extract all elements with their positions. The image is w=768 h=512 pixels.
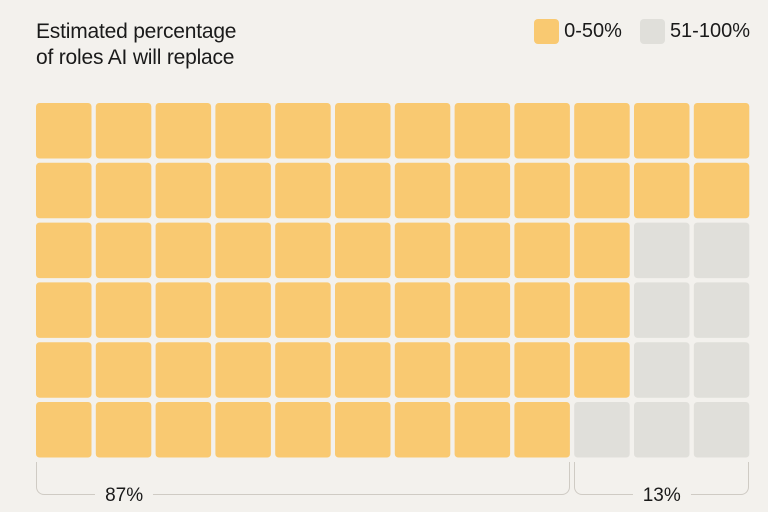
waffle-cell-low-r1c1: [36, 103, 92, 159]
waffle-cell-low-r5c2: [95, 342, 152, 398]
waffle-cell-low-r6c2: [95, 402, 152, 458]
waffle-cell-low-r4c10: [574, 282, 630, 338]
waffle-cell-low-r3c3: [155, 222, 212, 279]
waffle-cell-low-r1c12: [693, 103, 750, 159]
waffle-cell-high-r6c12: [693, 402, 750, 458]
waffle-cell-low-r5c5: [275, 342, 331, 398]
waffle-cell-high-r3c11: [634, 222, 690, 279]
waffle-cell-low-r2c11: [634, 162, 690, 219]
waffle-cell-low-r1c8: [454, 103, 511, 159]
annotation-high-share: 13%: [632, 484, 691, 508]
waffle-cell-low-r3c9: [514, 222, 570, 279]
waffle-cell-low-r5c4: [215, 342, 271, 398]
waffle-cell-low-r1c11: [634, 103, 690, 159]
legend-label-low: 0-50%: [564, 20, 622, 42]
waffle-cell-low-r1c3: [155, 103, 212, 159]
waffle-cell-low-r2c9: [514, 162, 570, 219]
waffle-cell-low-r5c3: [155, 342, 212, 398]
waffle-cell-low-r6c6: [335, 402, 391, 458]
waffle-cell-low-r6c5: [275, 402, 331, 458]
waffle-cell-low-r2c3: [155, 162, 212, 219]
waffle-cell-low-r1c9: [514, 103, 570, 159]
waffle-cell-low-r2c2: [95, 162, 152, 219]
waffle-cell-low-r4c4: [215, 282, 271, 338]
waffle-cell-low-r5c1: [36, 342, 92, 398]
annotation-low-share: 87%: [95, 484, 154, 508]
waffle-cell-low-r1c10: [574, 103, 630, 159]
waffle-cell-low-r1c2: [95, 103, 152, 159]
waffle-cell-low-r6c7: [394, 402, 451, 458]
waffle-cell-low-r2c7: [394, 162, 451, 219]
waffle-cell-high-r4c11: [634, 282, 690, 338]
waffle-cell-low-r3c7: [394, 222, 451, 279]
waffle-cell-low-r5c6: [335, 342, 391, 398]
waffle-cell-low-r3c8: [454, 222, 511, 279]
waffle-cell-low-r4c6: [335, 282, 391, 338]
waffle-cell-low-r5c9: [514, 342, 570, 398]
waffle-cell-low-r3c4: [215, 222, 271, 279]
waffle-cell-low-r2c8: [454, 162, 511, 219]
waffle-cell-low-r1c7: [394, 103, 451, 159]
waffle-cell-low-r4c3: [155, 282, 212, 338]
waffle-cell-low-r5c8: [454, 342, 511, 398]
waffle-cell-low-r4c2: [95, 282, 152, 338]
waffle-cell-low-r3c1: [36, 222, 92, 279]
waffle-cell-high-r6c10: [574, 402, 630, 458]
legend-item-low: 0-50%: [534, 17, 622, 45]
waffle-cell-high-r5c12: [693, 342, 750, 398]
waffle-cell-low-r2c4: [215, 162, 271, 219]
waffle-cell-low-r4c7: [394, 282, 451, 338]
legend-item-high: 51-100%: [639, 17, 750, 45]
waffle-cell-low-r2c10: [574, 162, 630, 219]
legend-swatch-high: [639, 18, 665, 44]
waffle-cell-low-r1c6: [335, 103, 391, 159]
waffle-cell-low-r3c2: [95, 222, 152, 279]
waffle-cell-low-r4c5: [275, 282, 331, 338]
waffle-cell-low-r1c5: [275, 103, 331, 159]
waffle-cell-high-r4c12: [693, 282, 750, 338]
bracket-low: [36, 462, 570, 495]
waffle-cell-low-r2c1: [36, 162, 92, 219]
legend: 0-50% 51-100%: [516, 17, 750, 45]
waffle-cell-low-r3c5: [275, 222, 331, 279]
waffle-cell-low-r4c1: [36, 282, 92, 338]
waffle-cell-low-r4c9: [514, 282, 570, 338]
waffle-cell-low-r3c6: [335, 222, 391, 279]
waffle-cell-low-r3c10: [574, 222, 630, 279]
waffle-cell-low-r6c4: [215, 402, 271, 458]
waffle-cell-low-r5c10: [574, 342, 630, 398]
chart-title: Estimated percentage of roles AI will re…: [36, 20, 237, 69]
waffle-cell-low-r5c7: [394, 342, 451, 398]
legend-swatch-low: [534, 18, 560, 44]
waffle-cell-low-r6c1: [36, 402, 92, 458]
waffle-cell-low-r2c6: [335, 162, 391, 219]
waffle-cell-low-r6c9: [514, 402, 570, 458]
waffle-cell-high-r6c11: [634, 402, 690, 458]
waffle-cell-low-r6c8: [454, 402, 511, 458]
waffle-cell-low-r1c4: [215, 103, 271, 159]
waffle-cell-low-r2c12: [693, 162, 750, 219]
waffle-cell-low-r4c8: [454, 282, 511, 338]
waffle-cell-low-r2c5: [275, 162, 331, 219]
legend-label-high: 51-100%: [669, 20, 750, 42]
waffle-cell-low-r6c3: [155, 402, 212, 458]
waffle-cell-high-r3c12: [693, 222, 750, 279]
waffle-cell-high-r5c11: [634, 342, 690, 398]
